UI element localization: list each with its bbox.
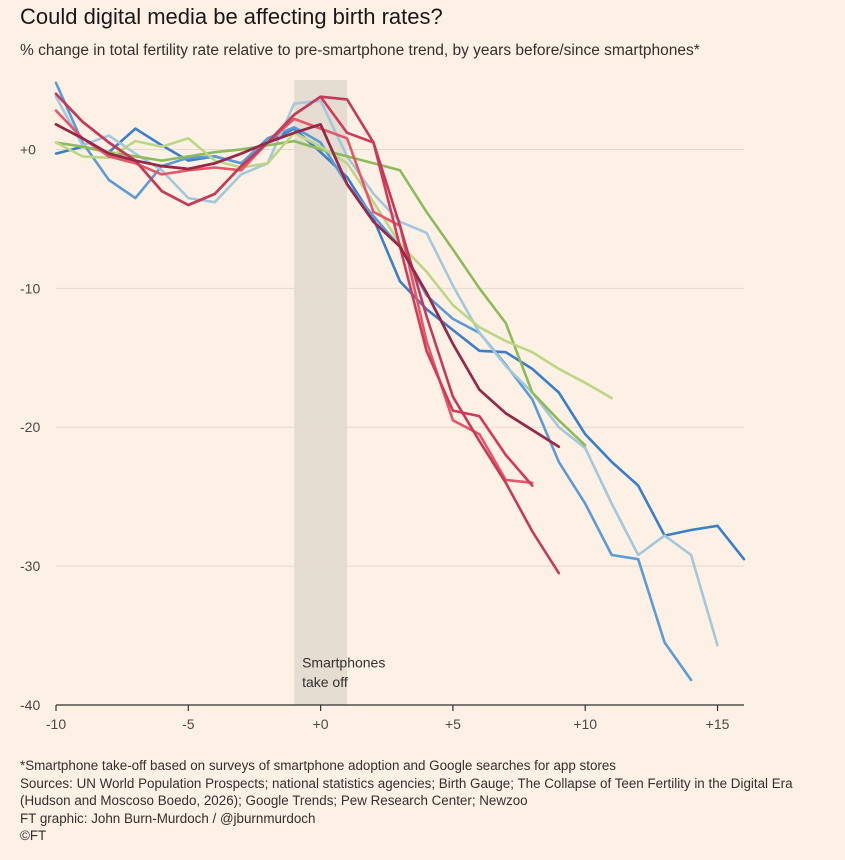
x-tick-label: +5 <box>445 716 461 732</box>
x-tick-label: -10 <box>46 716 66 732</box>
y-tick-label: -40 <box>20 697 40 713</box>
series-line-1 <box>54 127 746 561</box>
series-line-3 <box>54 95 719 647</box>
shaded-band-layer <box>294 80 348 705</box>
series-line-4 <box>54 139 587 447</box>
footnote-smartphone-definition: *Smartphone take-off based on surveys of… <box>20 758 617 773</box>
series-layer <box>54 81 746 682</box>
series-line-2 <box>54 81 693 682</box>
y-tick-label: -30 <box>20 558 40 574</box>
series-line-8 <box>54 92 561 575</box>
x-tick-label: +0 <box>313 716 329 732</box>
line-chart: +0 -10 -20 -30 -40 -10 -5 +0 +5 +10 +15 Smartphone… <box>20 80 746 732</box>
smartphone-takeoff-band <box>294 80 348 705</box>
footnote-copyright: ©FT <box>20 828 47 843</box>
x-tick-label: +15 <box>706 716 730 732</box>
series-line-6 <box>54 109 534 485</box>
y-tick-label: +0 <box>20 141 36 157</box>
annotation-smartphones-2: take off <box>302 674 348 690</box>
chart-title: Could digital media be affecting birth r… <box>20 4 443 29</box>
annotation-layer: Smartphones take off <box>302 655 385 690</box>
footnote-sources: Sources: UN World Population Prospects; … <box>20 775 793 791</box>
x-tick-label: -5 <box>182 716 195 732</box>
chart-subtitle: % change in total fertility rate relativ… <box>20 42 700 59</box>
annotation-smartphones-1: Smartphones <box>302 655 385 671</box>
y-tick-label: -20 <box>20 419 40 435</box>
series-line-10 <box>54 123 561 448</box>
axis-layer: +0 -10 -20 -30 -40 -10 -5 +0 +5 +10 +15 <box>20 141 744 732</box>
y-tick-label: -10 <box>20 280 40 296</box>
x-tick-label: +10 <box>573 716 597 732</box>
footnote-sources-continued: (Hudson and Moscoso Boedo, 2026); Google… <box>20 793 528 808</box>
footnotes: *Smartphone take-off based on surveys of… <box>20 757 793 845</box>
footnote-credit: FT graphic: John Burn-Murdoch / @jburnmu… <box>20 810 316 826</box>
grid-layer <box>56 148 744 567</box>
